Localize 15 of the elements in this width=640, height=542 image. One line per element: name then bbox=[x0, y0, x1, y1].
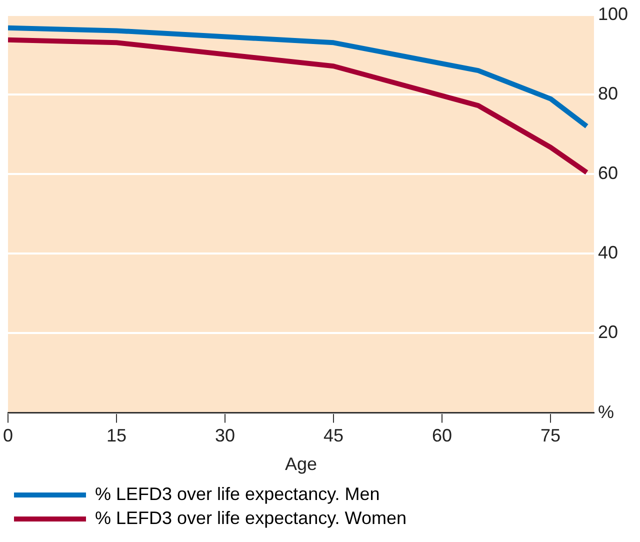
y-tick-label: % bbox=[598, 402, 614, 422]
x-axis-title: Age bbox=[284, 454, 317, 474]
legend-label: % LEFD3 over life expectancy. Women bbox=[95, 508, 406, 528]
y-tick-label: 80 bbox=[598, 83, 618, 104]
x-tick-label: 0 bbox=[3, 426, 14, 446]
y-tick-label: 40 bbox=[598, 242, 618, 263]
y-tick-label: 20 bbox=[598, 322, 618, 342]
x-tick-label: 75 bbox=[540, 426, 561, 446]
x-tick-label: 45 bbox=[324, 426, 344, 446]
y-tick-label: 60 bbox=[598, 162, 618, 183]
x-tick-label: 30 bbox=[215, 426, 236, 446]
legend-label: % LEFD3 over life expectancy. Men bbox=[95, 484, 380, 504]
y-tick-label: 100 bbox=[598, 4, 628, 24]
x-tick-label: 15 bbox=[106, 426, 127, 446]
x-tick-label: 60 bbox=[432, 426, 452, 446]
